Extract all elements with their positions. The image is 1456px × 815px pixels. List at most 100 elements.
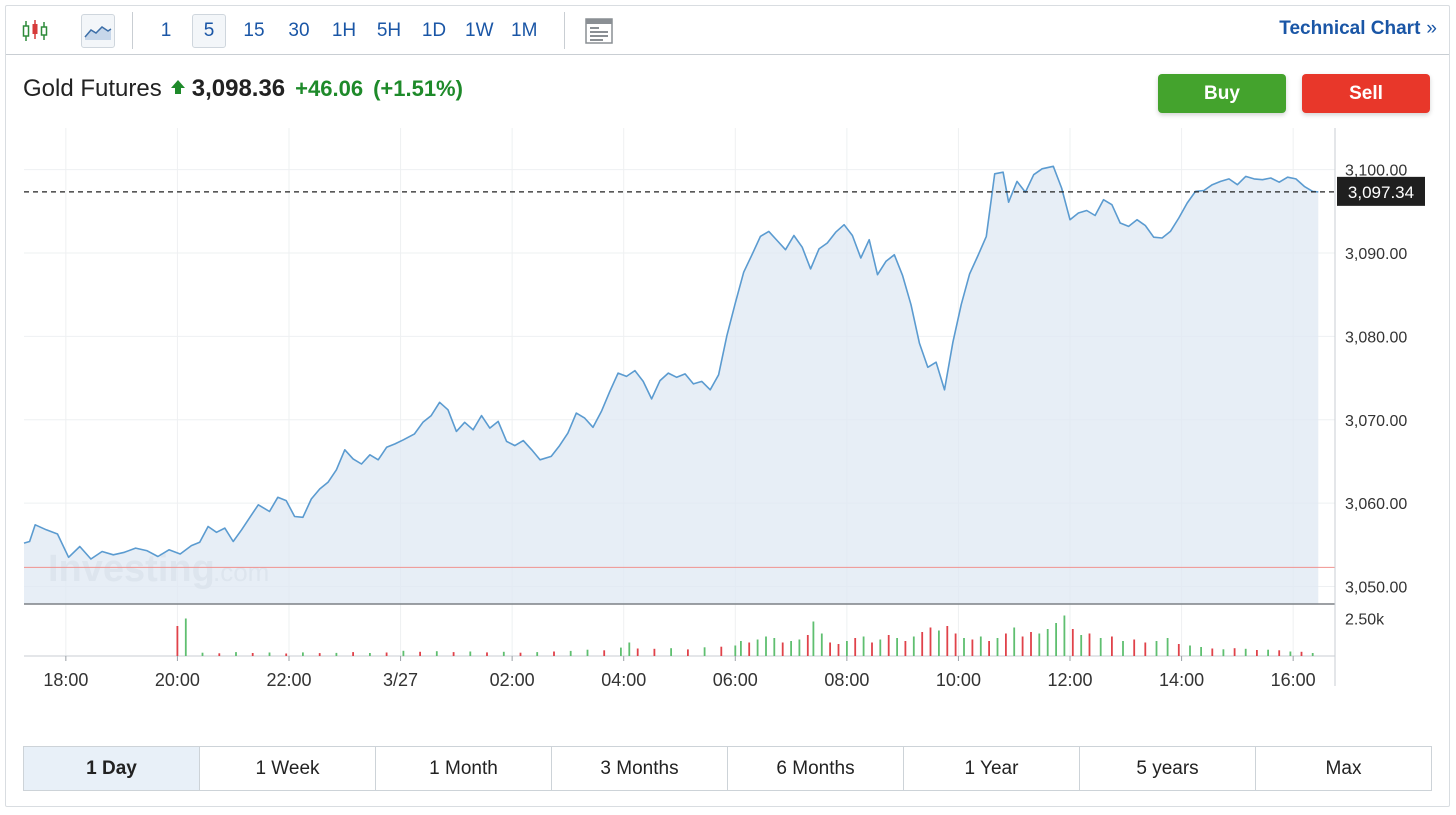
volume-bar <box>1021 636 1024 656</box>
volume-bar <box>435 651 438 656</box>
price-chart[interactable]: Investing.com3,100.003,090.003,080.003,0… <box>6 6 1451 736</box>
data-table-icon[interactable] <box>582 14 616 48</box>
volume-bar <box>790 641 792 656</box>
volume-bar <box>837 644 840 656</box>
volume-bar <box>1189 645 1191 656</box>
volume-bar <box>929 627 932 656</box>
timeframe-1mo[interactable]: 1M <box>511 20 538 41</box>
volume-bar <box>1166 638 1169 656</box>
range-1-week[interactable]: 1 Week <box>200 747 376 790</box>
volume-bar <box>469 651 472 656</box>
volume-bar <box>385 652 388 656</box>
x-tick-label: 22:00 <box>266 670 311 690</box>
range-6-months[interactable]: 6 Months <box>728 747 904 790</box>
range-max[interactable]: Max <box>1256 747 1431 790</box>
volume-bar <box>921 632 924 656</box>
timeframe-1d[interactable]: 1D <box>421 20 447 41</box>
volume-bar <box>352 652 354 656</box>
timeframe-1h[interactable]: 1H <box>331 20 357 41</box>
volume-bar <box>765 636 767 656</box>
current-price-badge <box>1337 176 1425 206</box>
volume-bar <box>756 639 759 656</box>
volume-bar <box>1099 638 1102 656</box>
volume-bar <box>1256 650 1258 656</box>
candlestick-chart-icon[interactable] <box>18 14 52 48</box>
range-3-months[interactable]: 3 Months <box>552 747 728 790</box>
timeframe-1m[interactable]: 1 <box>160 20 172 41</box>
area-chart-icon[interactable] <box>81 14 115 48</box>
quote-header: Gold Futures 3,098.36 +46.06 (+1.51%) <box>23 74 463 104</box>
volume-bar <box>996 638 999 656</box>
volume-bar <box>820 633 823 656</box>
volume-bar <box>1144 642 1147 656</box>
range-1-day[interactable]: 1 Day <box>24 747 200 790</box>
timeframe-15m[interactable]: 15 <box>243 20 265 41</box>
volume-bar <box>1063 615 1066 656</box>
buy-button[interactable]: Buy <box>1158 74 1286 113</box>
volume-bar <box>1122 641 1124 656</box>
y-tick-label: 3,060.00 <box>1345 496 1407 513</box>
sell-button[interactable]: Sell <box>1302 74 1430 113</box>
timeframe-5m[interactable]: 5 <box>192 14 226 48</box>
volume-bar <box>1038 633 1041 656</box>
volume-bar <box>218 653 221 656</box>
x-tick-label: 12:00 <box>1047 670 1092 690</box>
y-tick-label: 3,050.00 <box>1345 579 1407 596</box>
volume-bar <box>806 635 809 656</box>
volume-bar <box>452 652 455 656</box>
volume-bar <box>1111 636 1113 656</box>
volume-bar <box>963 638 965 656</box>
volume-bar <box>988 641 990 656</box>
volume-bar <box>586 649 589 656</box>
volume-bar <box>184 618 187 656</box>
volume-bar <box>773 638 776 656</box>
timeframe-1w[interactable]: 1W <box>465 20 494 41</box>
volume-bar <box>1046 629 1049 656</box>
price-change: +46.06 <box>295 76 364 101</box>
volume-bar <box>912 636 915 656</box>
volume-bar <box>1080 635 1083 656</box>
last-price: 3,098.36 <box>191 75 286 102</box>
volume-bar <box>268 652 271 656</box>
volume-bar <box>1311 653 1314 656</box>
volume-bar <box>1211 648 1214 656</box>
volume-bar <box>798 639 801 656</box>
volume-bar <box>1200 647 1202 656</box>
volume-bar <box>829 642 831 656</box>
volume-bar <box>979 636 982 656</box>
volume-bar <box>1055 623 1057 656</box>
chart-toolbar: 1 5 15 30 1H 5H 1D 1W 1M Technical Chart… <box>6 6 1449 55</box>
x-tick-label: 06:00 <box>713 670 758 690</box>
range-1-month[interactable]: 1 Month <box>376 747 552 790</box>
range-5-years[interactable]: 5 years <box>1080 747 1256 790</box>
volume-bar <box>946 626 949 656</box>
volume-bar <box>235 652 237 656</box>
volume-bar <box>734 645 737 656</box>
timeframe-5h[interactable]: 5H <box>376 20 402 41</box>
volume-bar <box>1155 641 1158 656</box>
x-tick-label: 08:00 <box>824 670 869 690</box>
volume-bar <box>1300 651 1303 656</box>
volume-bar <box>1244 648 1247 656</box>
x-tick-label: 16:00 <box>1271 670 1316 690</box>
volume-bar <box>896 638 898 656</box>
volume-bar <box>569 650 572 656</box>
y-tick-label: 3,080.00 <box>1345 329 1407 346</box>
toolbar-divider <box>564 12 565 49</box>
instrument-name: Gold Futures <box>23 75 162 102</box>
volume-bar <box>781 642 784 656</box>
volume-bar <box>703 647 706 656</box>
toolbar-divider <box>132 12 133 49</box>
volume-bar <box>1088 633 1091 656</box>
volume-bar <box>1278 650 1281 656</box>
volume-bar <box>687 649 689 656</box>
technical-chart-link[interactable]: Technical Chart» <box>1279 18 1437 40</box>
volume-bar <box>285 653 288 656</box>
range-1-year[interactable]: 1 Year <box>904 747 1080 790</box>
price-series-line <box>23 165 1319 560</box>
volume-bar <box>318 653 321 656</box>
timeframe-30m[interactable]: 30 <box>288 20 310 41</box>
technical-chart-label: Technical Chart <box>1279 18 1421 39</box>
x-tick-label: 14:00 <box>1159 670 1204 690</box>
volume-bar <box>636 648 639 656</box>
